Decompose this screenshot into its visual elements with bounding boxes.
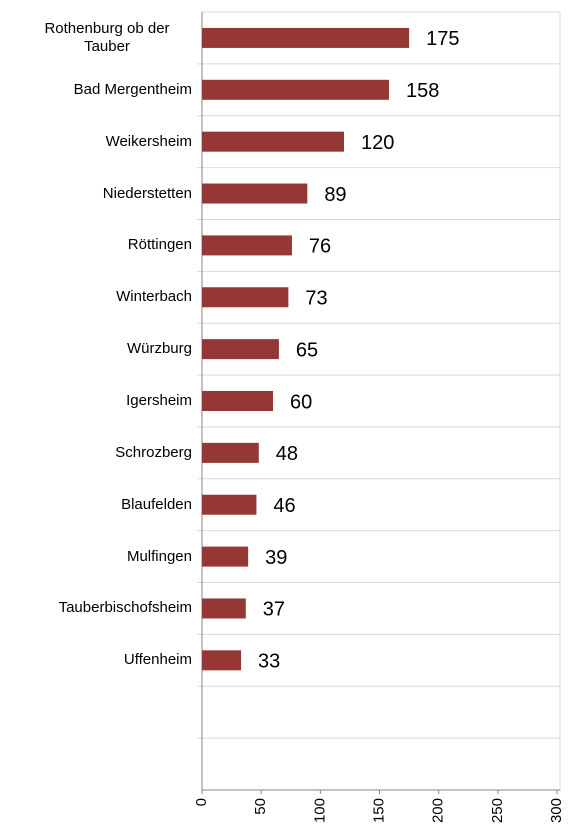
y-tick-label-text: Bad Mergentheim [73,80,192,98]
x-tick-label: 300 [548,798,565,823]
y-tick-label-text: Schrozberg [115,443,192,461]
y-tick-label: Mulfingen [0,548,192,566]
bar [202,442,259,463]
x-tick-label: 150 [370,798,387,823]
bar [202,27,410,48]
bar [202,494,257,515]
y-tick-label: Röttingen [0,236,192,254]
bar [202,546,249,567]
y-tick-label: Uffenheim [0,651,192,669]
bar [202,235,292,256]
y-tick-label-text: Igersheim [126,392,192,409]
y-tick-label-text: Niederstetten [102,184,192,202]
bar [202,650,242,671]
value-label: 60 [290,391,312,413]
y-tick-label: Rothenburg ob der Tauber [0,20,192,56]
value-label: 37 [263,599,285,621]
value-label: 73 [305,288,327,310]
y-tick-label: Tauberbischofsheim [0,599,192,617]
y-tick-label: Schrozberg [0,444,192,462]
bar [202,79,389,100]
y-tick-label-text: Uffenheim [123,651,192,669]
bar [202,391,273,411]
y-tick-label-text: Winterbach [116,288,192,306]
value-label: 33 [258,651,280,673]
y-tick-label: Igersheim [0,392,192,410]
x-tick-label: 250 [489,798,506,823]
bar [202,183,308,204]
y-tick-label: Würzburg [0,340,192,358]
y-tick-label-text: Mulfingen [126,547,192,565]
y-tick-label-text: Tauberbischofsheim [58,599,192,617]
y-tick-label-text: Blaufelden [121,495,192,513]
y-tick-label: Winterbach [0,288,192,306]
bar [202,287,289,308]
value-label: 158 [406,80,439,102]
y-tick-label: Weikersheim [0,133,192,151]
y-tick-label-text: Röttingen [127,236,192,254]
x-tick-label: 200 [430,798,447,823]
x-tick-label: 100 [311,798,328,823]
y-tick-label: Bad Mergentheim [0,81,192,99]
value-label: 48 [276,443,298,465]
y-tick-label-text: Rothenburg ob der Tauber [44,19,170,55]
y-tick-label: Blaufelden [0,496,192,514]
bar [202,598,246,619]
y-tick-label: Niederstetten [0,185,192,203]
bar [202,131,344,152]
value-label: 65 [296,339,318,361]
x-tick-label: 0 [193,798,210,806]
value-label: 89 [324,184,346,206]
x-tick-label: 50 [252,798,269,815]
value-label: 39 [265,547,287,569]
bar [202,339,279,360]
y-tick-label-text: Würzburg [126,340,192,358]
value-label: 76 [309,236,331,258]
value-label: 175 [426,28,459,50]
y-tick-label-text: Weikersheim [105,132,192,150]
value-label: 120 [361,132,394,154]
value-label: 46 [273,495,295,517]
